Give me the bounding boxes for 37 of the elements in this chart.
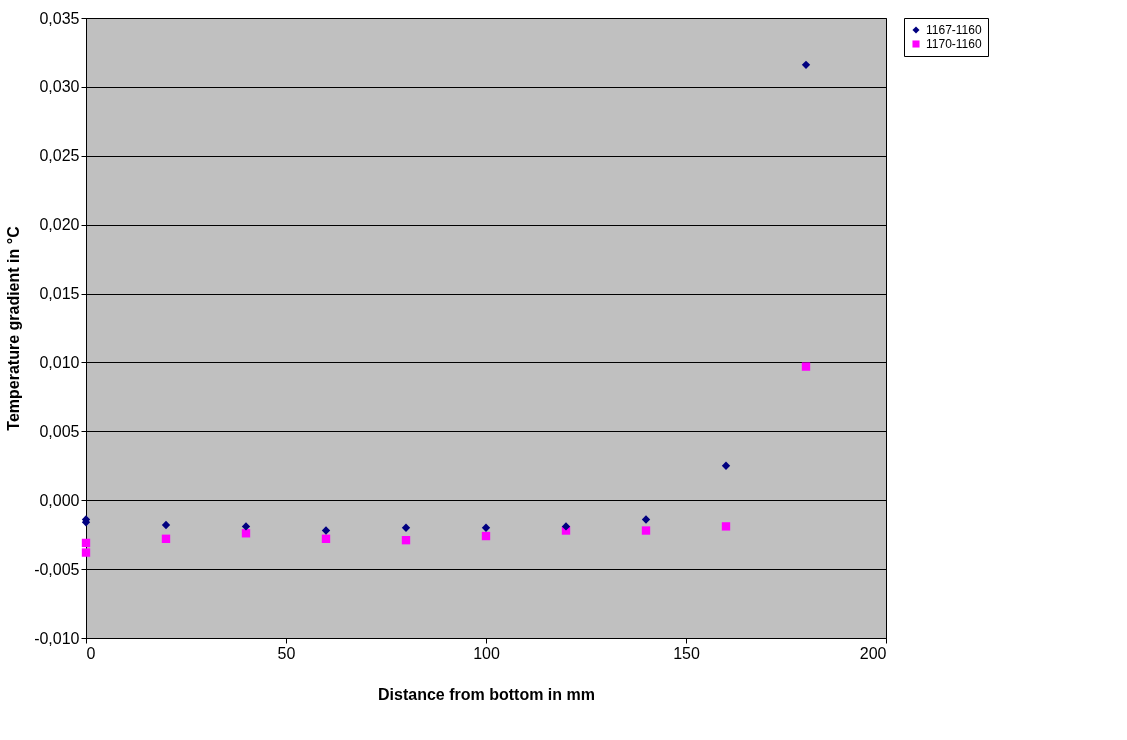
y-tick-label: 0,000 — [39, 491, 80, 509]
x-tick-label: 100 — [473, 644, 500, 662]
y-tick-label: 0,010 — [39, 353, 80, 371]
y-tick-label: 0,035 — [39, 9, 80, 27]
point — [81, 538, 91, 548]
x-tick-label: 50 — [277, 644, 296, 662]
point — [721, 522, 731, 531]
y-axis-title: Temperature gradient in °C — [5, 225, 23, 431]
point — [801, 60, 811, 70]
point — [641, 515, 651, 524]
y-tick-label: 0,005 — [39, 422, 80, 440]
y-tick-label: 0,020 — [39, 216, 80, 234]
point — [641, 526, 651, 535]
x-tick-label: 200 — [859, 644, 887, 662]
point — [401, 523, 411, 532]
y-tick-label: 0,025 — [39, 147, 80, 165]
point — [321, 534, 331, 543]
legend-label: 1167-1160 — [926, 23, 982, 37]
legend-label: 1170-1160 — [926, 37, 982, 51]
point — [241, 522, 251, 531]
x-tick-label: 150 — [673, 644, 700, 662]
point — [321, 526, 331, 535]
y-tick-label: 0,015 — [39, 285, 80, 303]
point — [161, 520, 171, 530]
point — [401, 535, 411, 545]
point — [481, 531, 491, 541]
y-tick-label: -0,005 — [34, 560, 80, 578]
point — [801, 362, 811, 371]
point — [561, 522, 571, 531]
x-axis-title: Distance from bottom in mm — [378, 685, 595, 703]
x-tick-label: 0 — [86, 644, 96, 662]
point — [721, 461, 731, 470]
point — [481, 523, 491, 532]
y-tick-label: -0,010 — [34, 629, 80, 647]
y-tick-label: 0,030 — [39, 78, 80, 96]
point — [161, 534, 171, 543]
point — [81, 548, 91, 557]
